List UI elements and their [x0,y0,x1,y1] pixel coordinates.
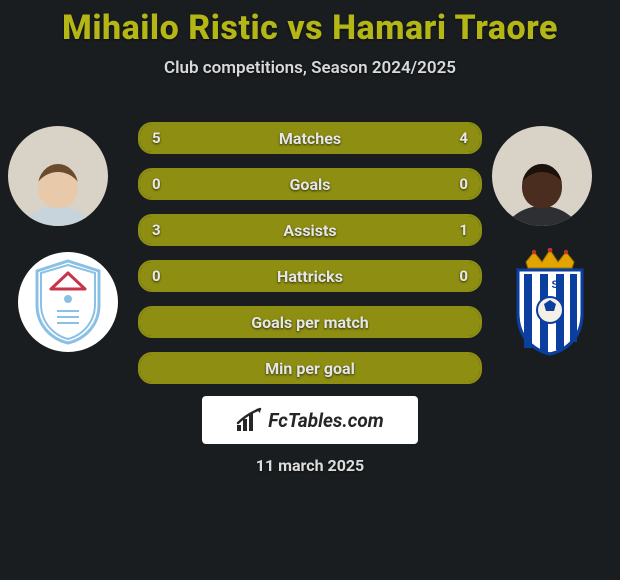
stat-bar-left-fill [140,124,331,152]
subtitle: Club competitions, Season 2024/2025 [0,58,620,78]
page-title: Mihailo Ristic vs Hamari Traore [0,0,620,48]
stat-row: Min per goal [138,352,482,384]
stat-bar-right-fill [327,124,480,152]
watermark-text: FcTables.com [268,409,383,432]
stat-row: 54Matches [138,122,482,154]
player-right-avatar [492,126,592,226]
player-right-bust [506,160,578,226]
player-left-avatar [8,126,108,226]
stat-row: 00Hattricks [138,260,482,292]
club-left-badge [18,252,118,352]
stat-bar-left-fill [140,308,482,336]
stat-row: 31Assists [138,214,482,246]
stat-bar-left-fill [140,216,398,244]
stat-bar-left-fill [140,262,482,290]
club-right-badge: S S [500,252,600,352]
stat-bar-left-fill [140,354,482,382]
stat-row: 00Goals [138,168,482,200]
comparison-card: Mihailo Ristic vs Hamari Traore Club com… [0,0,620,580]
real-sociedad-crest-icon: S S [500,248,600,356]
date-line: 11 march 2025 [0,456,620,475]
watermark: FcTables.com [202,396,418,444]
stat-bars: 54Matches 00Goals 31Assists 00Hattricks Goal… [138,122,482,398]
player-left-bust [22,160,94,226]
stat-bar-left-fill [140,170,482,198]
stat-row: Goals per match [138,306,482,338]
stat-bar-right-fill [394,216,480,244]
fctables-logo-icon [236,407,264,433]
celta-crest-icon [33,259,103,345]
svg-text:S S: S S [541,279,559,291]
